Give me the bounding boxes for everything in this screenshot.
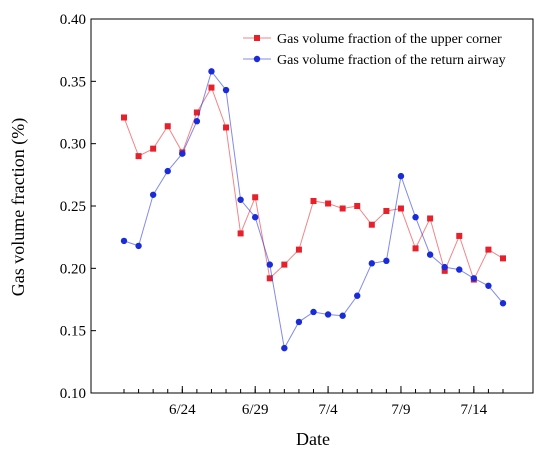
data-point-return-airway <box>310 308 317 316</box>
data-point-upper-corner <box>412 245 419 252</box>
data-point-upper-corner <box>208 84 215 91</box>
y-tick-label: 0.30 <box>60 137 86 153</box>
data-point-return-airway <box>193 118 201 125</box>
x-axis-ticks: 6/24 6/29 7/4 7/9 7/14 <box>123 386 504 418</box>
data-point-return-airway <box>383 257 390 265</box>
x-tick-label: 7/14 <box>461 402 488 418</box>
data-point-return-airway <box>164 167 171 175</box>
data-point-upper-corner <box>252 194 259 201</box>
data-point-return-airway <box>120 237 128 245</box>
data-point-return-airway <box>339 312 346 319</box>
data-point-return-airway <box>485 282 492 289</box>
data-point-upper-corner <box>164 123 171 130</box>
data-point-return-airway <box>222 86 230 94</box>
data-point-return-airway <box>135 242 142 250</box>
data-point-upper-corner <box>121 114 127 121</box>
data-point-upper-corner <box>266 275 273 282</box>
data-point-return-airway <box>499 300 507 307</box>
series-line-1 <box>123 70 504 350</box>
data-point-return-airway <box>441 263 448 271</box>
legend-label-upper-corner: Gas volume fraction of the upper corner <box>277 32 502 47</box>
y-tick-label: 0.25 <box>60 199 86 215</box>
data-point-upper-corner <box>354 203 361 209</box>
x-tick-label: 7/4 <box>318 402 338 418</box>
data-point-return-airway <box>324 311 332 318</box>
y-tick-label: 0.10 <box>60 386 86 402</box>
data-point-return-airway <box>295 318 303 326</box>
data-point-return-airway <box>412 214 419 221</box>
legend: Gas volume fraction of the upper corner … <box>243 32 506 68</box>
series-line-0 <box>123 86 504 281</box>
data-point-upper-corner <box>150 145 157 152</box>
data-point-upper-corner <box>397 205 404 212</box>
data-point-upper-corner <box>193 109 200 116</box>
data-point-upper-corner <box>281 261 288 268</box>
data-point-return-airway <box>237 196 244 203</box>
data-point-upper-corner <box>485 246 492 253</box>
x-tick-label: 6/29 <box>242 402 269 418</box>
data-point-return-airway <box>281 344 288 352</box>
data-point-return-airway <box>208 68 215 75</box>
data-point-return-airway <box>251 214 259 221</box>
data-point-upper-corner <box>441 267 448 274</box>
y-tick-label: 0.15 <box>60 324 86 340</box>
x-tick-label: 6/24 <box>169 402 196 418</box>
y-tick-label: 0.40 <box>60 12 86 28</box>
data-point-upper-corner <box>325 200 332 207</box>
data-point-return-airway <box>179 150 186 157</box>
series-layer <box>120 68 507 352</box>
data-point-return-airway <box>470 275 478 282</box>
y-axis-title: Gas volume fraction (%) <box>8 118 29 296</box>
y-tick-label: 0.20 <box>60 261 86 277</box>
legend-marker-upper-corner <box>254 35 260 41</box>
data-point-upper-corner <box>135 153 142 160</box>
data-point-return-airway <box>426 251 434 258</box>
legend-label-return-airway: Gas volume fraction of the return airway <box>277 53 506 68</box>
legend-marker-return-airway <box>253 55 261 63</box>
data-point-upper-corner <box>427 215 434 222</box>
data-point-return-airway <box>456 266 463 273</box>
data-point-upper-corner <box>295 246 302 253</box>
data-point-upper-corner <box>339 205 346 212</box>
data-point-upper-corner <box>237 230 244 237</box>
x-axis-title: Date <box>296 429 330 449</box>
y-axis-ticks: 0.10 0.15 0.20 0.25 0.30 0.35 0.40 <box>60 12 96 402</box>
x-tick-label: 7/9 <box>391 402 410 418</box>
data-point-upper-corner <box>368 221 375 228</box>
data-point-upper-corner <box>383 207 390 214</box>
data-point-return-airway <box>354 292 361 299</box>
data-point-return-airway <box>368 260 376 267</box>
data-point-upper-corner <box>310 198 317 205</box>
data-point-upper-corner <box>500 255 506 262</box>
data-point-return-airway <box>266 261 273 268</box>
data-point-upper-corner <box>456 232 463 239</box>
y-tick-label: 0.35 <box>60 74 86 90</box>
data-point-return-airway <box>149 191 157 198</box>
data-point-return-airway <box>397 172 405 180</box>
data-point-upper-corner <box>223 124 230 131</box>
